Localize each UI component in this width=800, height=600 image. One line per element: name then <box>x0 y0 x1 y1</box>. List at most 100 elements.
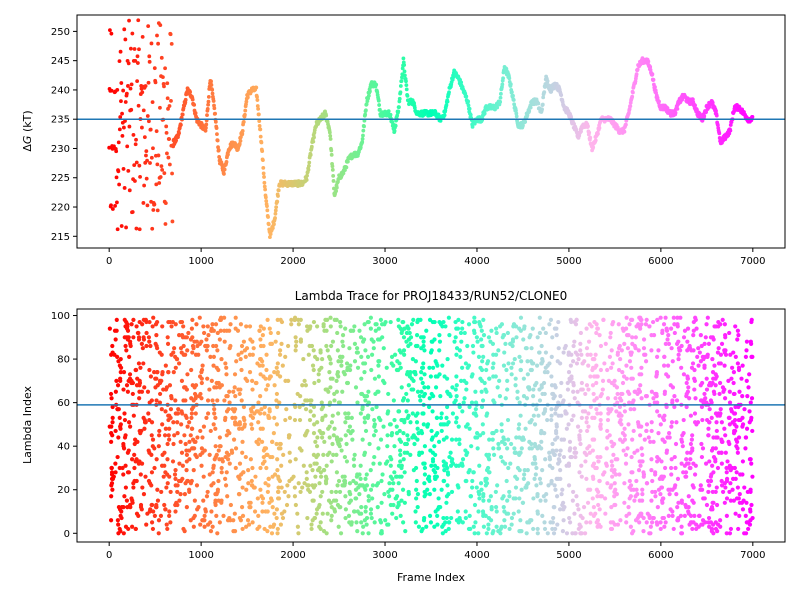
lambda-point <box>626 505 631 510</box>
lambda-point <box>328 385 333 390</box>
lambda-point <box>245 518 251 523</box>
dg-point <box>727 131 732 136</box>
lambda-point <box>126 420 132 425</box>
lambda-point <box>578 330 583 336</box>
lambda-point <box>679 500 685 505</box>
lambda-point <box>123 463 128 468</box>
lambda-point <box>542 391 547 397</box>
lambda-point <box>165 457 170 462</box>
dg-point <box>109 203 113 208</box>
lambda-point <box>218 328 223 333</box>
lambda-point <box>415 426 420 431</box>
lambda-point <box>358 335 364 340</box>
lambda-point <box>501 505 506 510</box>
lambda-point <box>469 400 475 405</box>
lambda-point <box>634 487 639 492</box>
lambda-point <box>586 387 591 392</box>
lambda-point <box>244 524 249 529</box>
dg-point <box>114 149 119 154</box>
lambda-point <box>585 446 590 451</box>
lambda-point <box>716 324 721 329</box>
dg-point <box>559 93 564 98</box>
lambda-point <box>405 433 410 438</box>
lambda-point <box>176 361 182 366</box>
lambda-point <box>507 526 512 532</box>
lambda-point <box>329 343 334 349</box>
lambda-point <box>558 476 563 481</box>
dg-point <box>129 107 134 112</box>
lambda-point <box>457 441 462 447</box>
lambda-point <box>734 470 739 475</box>
lambda-point <box>329 420 335 425</box>
lambda-point <box>610 361 615 366</box>
lambda-point <box>370 407 375 412</box>
lambda-point <box>521 476 526 481</box>
lambda-point <box>542 431 547 436</box>
dg-point <box>210 91 215 96</box>
lambda-point <box>655 354 660 360</box>
lambda-point <box>340 354 345 360</box>
lambda-point <box>246 522 252 527</box>
dg-point <box>144 153 148 158</box>
lambda-point <box>168 407 174 412</box>
lambda-point <box>327 450 332 455</box>
lambda-point <box>182 491 188 497</box>
lambda-point <box>670 509 675 514</box>
lambda-point <box>210 322 215 327</box>
lambda-point <box>173 476 178 481</box>
lambda-point <box>674 420 679 425</box>
lambda-point <box>165 481 170 486</box>
lambda-point <box>384 365 389 370</box>
lambda-point <box>672 454 677 460</box>
lambda-point <box>479 337 484 342</box>
dg-point <box>215 138 220 143</box>
dg-point <box>241 119 246 124</box>
lambda-point <box>542 526 548 532</box>
dg-point <box>124 91 129 96</box>
lambda-point <box>256 513 261 518</box>
lambda-point <box>324 343 329 349</box>
lambda-point <box>437 348 442 353</box>
lambda-point <box>205 489 210 495</box>
dg-point <box>155 208 160 213</box>
lambda-point <box>160 372 165 377</box>
lambda-point <box>744 339 750 344</box>
lambda-point <box>742 407 747 412</box>
lambda-point <box>588 511 593 516</box>
lambda-point <box>108 518 114 523</box>
lambda-point <box>683 474 688 479</box>
lambda-point <box>501 363 507 368</box>
lambda-point <box>736 526 741 532</box>
lambda-point <box>275 468 280 473</box>
lambda-point <box>479 378 485 383</box>
lambda-point <box>549 354 554 360</box>
lambda-point <box>141 361 146 366</box>
lambda-point <box>422 385 427 390</box>
lambda-point <box>438 322 444 327</box>
lambda-point <box>171 370 176 375</box>
lambda-point <box>437 333 442 338</box>
dg-point <box>259 140 264 145</box>
lambda-point <box>440 531 445 536</box>
lambda-point <box>443 461 448 466</box>
lambda-point <box>579 380 584 386</box>
lambda-point <box>734 444 739 449</box>
dg-axes-frame <box>76 14 786 249</box>
lambda-point <box>334 452 339 457</box>
lambda-point <box>158 513 164 518</box>
lambda-point <box>588 520 593 525</box>
lambda-point <box>678 348 683 353</box>
dg-point <box>528 105 533 110</box>
lambda-point <box>285 343 291 349</box>
lambda-point <box>138 502 144 508</box>
lambda-point <box>619 398 624 403</box>
lambda-point <box>343 420 348 425</box>
lambda-point <box>718 524 723 529</box>
dg-point <box>153 80 158 85</box>
lambda-point <box>576 356 581 362</box>
lambda-point <box>427 491 432 497</box>
lambda-point <box>124 383 130 388</box>
dg-point <box>154 129 159 134</box>
dg-point <box>704 110 709 114</box>
lambda-point <box>249 478 254 484</box>
